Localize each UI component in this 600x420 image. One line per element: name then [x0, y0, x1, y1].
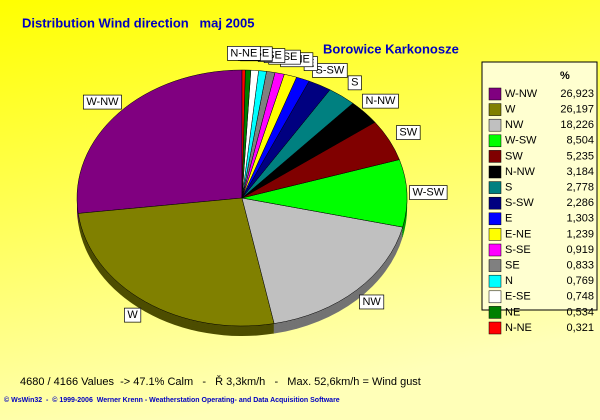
slice-label: S-SW [315, 64, 344, 76]
legend-swatch [488, 165, 502, 179]
pie-slice [77, 197, 275, 327]
legend-value: 0,919 [566, 244, 594, 256]
legend-swatch [488, 274, 502, 288]
legend-value: 0,833 [566, 260, 594, 272]
legend-label: NW [505, 119, 524, 131]
legend-label: E-NE [505, 228, 531, 240]
pie-slice [241, 197, 403, 324]
slice-label-box [347, 75, 362, 91]
legend-label: W-NW [505, 88, 538, 100]
legend-value: 2,286 [566, 197, 594, 209]
legend-label: W [505, 104, 516, 116]
legend-label: NE [505, 306, 520, 318]
legend-swatch [488, 134, 502, 148]
slice-label: S [351, 77, 358, 89]
legend-value: 0,748 [566, 291, 594, 303]
slice-label: NW [362, 296, 381, 308]
legend-label: E-SE [505, 291, 531, 303]
slice-label-box [362, 93, 399, 109]
legend-label: W-SW [505, 135, 537, 147]
legend-swatch [488, 150, 502, 163]
legend-label: N [505, 275, 513, 287]
legend-value: 1,239 [566, 228, 594, 240]
slice-label: SW [399, 126, 417, 138]
chart-subtitle: Borowice Karkonosze [323, 41, 459, 56]
legend-title: % [560, 70, 570, 82]
footer: 4680 / 4166 Values -> 47.1% Calm - Ř 3,3… [20, 375, 421, 388]
pie-slice [241, 159, 408, 228]
legend-value: 26,197 [560, 104, 594, 116]
legend-swatch [488, 306, 502, 319]
legend-swatch [488, 259, 502, 272]
legend-label: S [505, 182, 512, 194]
legend-swatch [488, 290, 502, 304]
slice-label: N-NE [230, 47, 257, 59]
legend-value: 1,303 [566, 213, 594, 225]
legend-swatch [488, 118, 502, 132]
slice-label-box [359, 294, 385, 310]
legend-value: 0,534 [566, 306, 594, 318]
legend-label: E [505, 213, 512, 225]
legend-swatch [488, 196, 502, 210]
legend-label: SE [505, 260, 520, 272]
legend-value: 2,778 [566, 182, 594, 194]
legend-label: N-NW [505, 166, 536, 178]
legend-value: 5,235 [566, 150, 594, 162]
pie-slice [241, 69, 246, 199]
legend-label: S-SW [505, 197, 534, 209]
legend-swatch [488, 321, 502, 335]
legend-swatch [488, 87, 502, 101]
slice-label-box [82, 94, 122, 110]
legend-value: 18,226 [560, 119, 594, 131]
legend-value: 0,321 [566, 322, 594, 334]
slice-label: W-NW [86, 96, 119, 108]
legend-label: N-NE [505, 322, 532, 334]
chart-title: Distribution Wind direction maj 2005 [22, 15, 254, 30]
slice-label-box [124, 307, 142, 323]
pie-slice [76, 69, 243, 214]
legend-value: 8,504 [566, 135, 594, 147]
legend-swatch [488, 181, 502, 194]
legend-swatch [488, 212, 502, 226]
slice-label: N-NW [366, 95, 397, 107]
legend-label: SW [505, 150, 523, 162]
legend-label: S-SE [505, 244, 531, 256]
legend-swatch [488, 243, 502, 257]
slice-label: W-SW [413, 186, 445, 198]
legend-value: 26,923 [560, 88, 594, 100]
copyright: © WsWin32 - © 1999-2006 Werner Krenn - W… [4, 396, 340, 404]
slice-label-box [227, 46, 261, 61]
slice-label-box [409, 185, 448, 200]
slice-label-box [396, 125, 421, 140]
legend-value: 0,769 [566, 275, 594, 287]
legend-value: 3,184 [566, 166, 594, 178]
slice-label: W [127, 309, 138, 321]
legend-swatch [488, 228, 502, 241]
legend-swatch [488, 103, 502, 116]
